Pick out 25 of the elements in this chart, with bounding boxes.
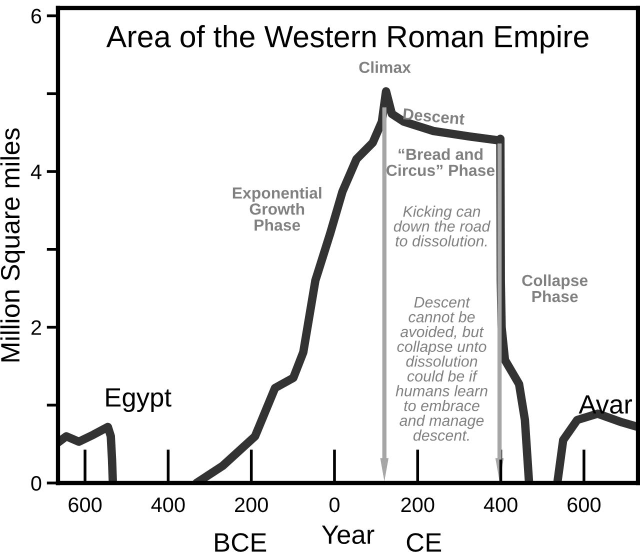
- text: BCE: [215, 533, 266, 552]
- x-axis-title: Year: [322, 526, 374, 544]
- text: Area of the Western Roman Empire: [106, 25, 588, 54]
- annotation: Descent: [403, 108, 465, 125]
- annotation: “Bread and Circus” Phase: [386, 148, 495, 176]
- y-tick-label: 6: [32, 8, 42, 24]
- x-tick-label: 600: [68, 497, 102, 512]
- x-tick-label: 200: [401, 497, 434, 512]
- text: CE: [406, 533, 442, 552]
- annotation: Climax: [359, 61, 411, 74]
- y-tick-label: 0: [31, 476, 42, 491]
- x-tick-label: 400: [151, 497, 185, 512]
- annotation: Kicking can down the road to dissolution.: [394, 206, 491, 246]
- annotation: Egypt: [106, 388, 172, 412]
- x-tick-label: 600: [568, 497, 601, 512]
- x-tick-label: 400: [484, 497, 518, 512]
- y-axis-title: Million Square miles: [0, 128, 25, 362]
- y-tick-label: 2: [31, 320, 41, 335]
- x-tick-label: 0: [330, 497, 340, 512]
- y-tick-label: 4: [30, 164, 42, 180]
- annotation: Avar: [578, 395, 632, 414]
- text: Descent cannot be avoided, but collapse unto dissolution could be if humans learn to embrace and manage descent.: [396, 296, 488, 441]
- annotation: Exponential Growth Phase: [232, 186, 322, 231]
- x-tick-label: 200: [235, 497, 268, 512]
- annotation: Collapse Phase: [522, 274, 588, 302]
